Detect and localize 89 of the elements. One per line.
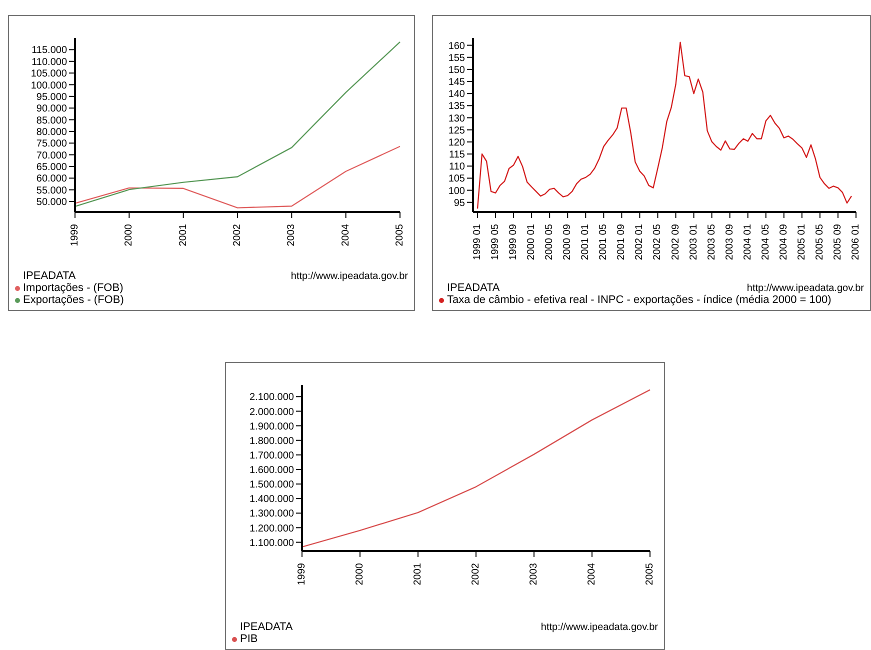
- y-tick-label: 70.000: [36, 150, 68, 162]
- legend-label: Taxa de câmbio - efetiva real - INPC - exportações - índice (média 2000 = 100): [447, 294, 832, 306]
- y-tick-label: 155: [448, 52, 466, 64]
- x-tick-label: 2003: [286, 224, 298, 246]
- x-tick-label: 2002: [470, 562, 482, 586]
- y-tick-label: 60.000: [36, 174, 68, 185]
- legend-label: Exportações - (FOB): [23, 294, 124, 306]
- x-tick-label: 2001 05: [598, 224, 610, 260]
- y-tick-label: 80.000: [36, 126, 68, 138]
- y-tick-label: 2.100.000: [250, 392, 294, 404]
- x-tick-label: 2001 01: [580, 224, 592, 260]
- legend-label: Importações - (FOB): [23, 282, 124, 294]
- y-tick-label: 1.600.000: [250, 465, 294, 476]
- legend-title: IPEADATA: [239, 621, 293, 633]
- y-tick-label: 65.000: [36, 162, 68, 174]
- x-tick-label: 2001 09: [616, 224, 628, 260]
- x-tick-label: 1999: [70, 224, 80, 246]
- y-tick-label: 85.000: [36, 115, 68, 126]
- x-tick-label: 1999 09: [508, 224, 520, 260]
- y-tick-label: 1.800.000: [250, 436, 294, 447]
- y-tick-label: 140: [448, 89, 466, 100]
- x-tick-label: 2003 01: [688, 224, 700, 260]
- y-tick-label: 110: [449, 162, 466, 173]
- y-tick-label: 55.000: [36, 185, 68, 196]
- line-series: [476, 42, 852, 210]
- y-tick-label: 135: [448, 101, 466, 112]
- x-tick-label: 2001: [412, 562, 424, 586]
- y-tick-label: 2.000.000: [250, 406, 294, 418]
- x-tick-label: 2005 05: [814, 224, 826, 260]
- y-tick-label: 110.000: [32, 56, 68, 68]
- x-tick-label: 2002 01: [634, 224, 646, 260]
- legend-title: IPEADATA: [447, 282, 500, 294]
- text: http://www.ipeadata.gov.br: [540, 622, 658, 633]
- x-tick-label: 2002 09: [670, 224, 682, 260]
- y-tick-label: 105.000: [30, 68, 68, 80]
- y-tick-label: 1.100.000: [250, 538, 294, 549]
- line-series: [74, 146, 401, 208]
- y-tick-label: 145: [448, 77, 466, 88]
- x-tick-label: 2004 09: [778, 224, 790, 260]
- x-tick-label: 2005: [394, 224, 406, 246]
- legend-label: PIB: [240, 633, 258, 645]
- y-tick-label: 1.500.000: [250, 480, 294, 491]
- x-tick-label: 2000 05: [544, 224, 556, 260]
- text: http://www.ipeadata.gov.br: [746, 283, 864, 294]
- x-tick-label: 2001: [178, 224, 189, 246]
- y-tick-label: 100.000: [30, 80, 68, 92]
- y-tick-label: 1.400.000: [250, 494, 294, 506]
- y-tick-label: 115: [449, 150, 466, 161]
- y-tick-label: 1.900.000: [250, 421, 294, 432]
- y-tick-label: 90.000: [36, 104, 68, 115]
- x-tick-label: 2005 09: [832, 224, 844, 260]
- y-tick-label: 160: [448, 40, 466, 52]
- y-tick-label: 100: [448, 186, 466, 197]
- line-series: [74, 41, 401, 207]
- x-tick-label: 2002 05: [652, 224, 664, 260]
- x-tick-label: 2003 09: [724, 224, 736, 260]
- y-tick-label: 105: [448, 174, 466, 185]
- y-tick-label: 150: [448, 64, 466, 76]
- line-series: [301, 389, 651, 548]
- x-tick-label: 2005: [644, 562, 656, 586]
- x-tick-label: 2003 05: [706, 224, 718, 260]
- y-tick-label: 115.000: [32, 45, 68, 56]
- y-tick-label: 95: [454, 198, 466, 209]
- x-tick-label: 1999 01: [472, 224, 484, 260]
- x-tick-label: 2004: [586, 562, 598, 586]
- y-tick-label: 125: [448, 125, 466, 136]
- legend-title: IPEADATA: [22, 270, 77, 282]
- x-tick-label: 2004: [340, 224, 352, 246]
- y-tick-label: 95.000: [36, 92, 68, 103]
- x-tick-label: 2000 09: [562, 224, 574, 260]
- y-tick-label: 1.200.000: [250, 523, 294, 534]
- x-tick-label: 1999 05: [490, 224, 502, 260]
- y-tick-label: 1.700.000: [250, 450, 294, 462]
- y-tick-label: 75.000: [36, 138, 68, 150]
- text: http://www.ipeadata.gov.br: [290, 271, 408, 282]
- x-tick-label: 2004 05: [760, 224, 772, 260]
- x-tick-label: 2003: [528, 562, 540, 586]
- y-tick-label: 120: [448, 137, 466, 148]
- x-tick-label: 2002: [232, 224, 243, 246]
- x-tick-label: 2005 01: [796, 224, 808, 260]
- x-tick-label: 2006 01: [850, 224, 862, 260]
- x-tick-label: 2000 01: [526, 224, 538, 260]
- x-tick-label: 1999: [296, 562, 308, 586]
- y-tick-label: 50.000: [36, 197, 68, 208]
- x-tick-label: 2000: [124, 224, 135, 246]
- x-tick-label: 2000: [354, 562, 366, 586]
- x-tick-label: 2004 01: [742, 224, 754, 260]
- y-tick-label: 1.300.000: [250, 508, 294, 520]
- y-tick-label: 130: [448, 113, 466, 124]
